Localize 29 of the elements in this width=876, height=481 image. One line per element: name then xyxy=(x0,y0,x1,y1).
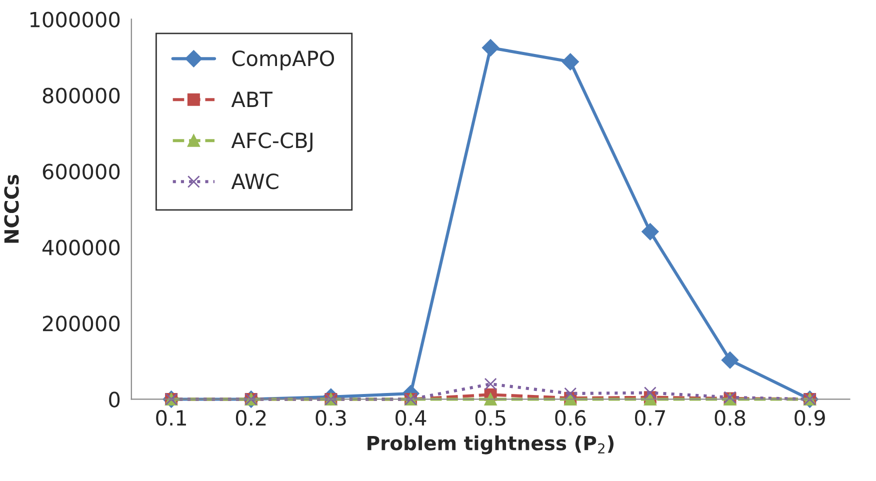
y-tick-label: 0 xyxy=(109,392,120,408)
point xyxy=(564,387,577,400)
x-axis-title: Problem tightness (P$_{2}$) xyxy=(368,435,614,454)
x-tick-label: 0.7 xyxy=(634,410,665,426)
y-tick-label: 600000 xyxy=(42,164,120,180)
legend-label: AWC xyxy=(231,173,278,190)
y-tick-label: 800000 xyxy=(42,88,120,104)
point xyxy=(644,386,656,400)
y-tick-label: 400000 xyxy=(42,240,120,256)
legend-label: AFC-CBJ xyxy=(231,132,312,152)
point xyxy=(642,223,659,240)
legend-label: CompAPO xyxy=(232,50,334,70)
x-tick-label: 0.5 xyxy=(475,410,506,426)
x-tick-label: 0.9 xyxy=(794,410,825,426)
x-tick-label: 0.4 xyxy=(396,410,426,426)
point xyxy=(484,392,497,406)
point xyxy=(482,39,500,56)
x-tick-label: 0.8 xyxy=(714,410,746,426)
point xyxy=(721,352,739,369)
legend-label: ABT xyxy=(231,92,273,107)
point xyxy=(484,378,497,390)
y-axis-title: NCCCs xyxy=(4,174,19,243)
y-tick-label: 1000000 xyxy=(30,12,120,28)
y-tick-label: 200000 xyxy=(42,316,120,332)
point xyxy=(562,53,579,70)
x-tick-label: 0.2 xyxy=(236,410,266,426)
x-tick-label: 0.3 xyxy=(316,410,346,426)
x-tick-label: 0.6 xyxy=(555,410,586,426)
x-tick-label: 0.1 xyxy=(156,410,186,426)
